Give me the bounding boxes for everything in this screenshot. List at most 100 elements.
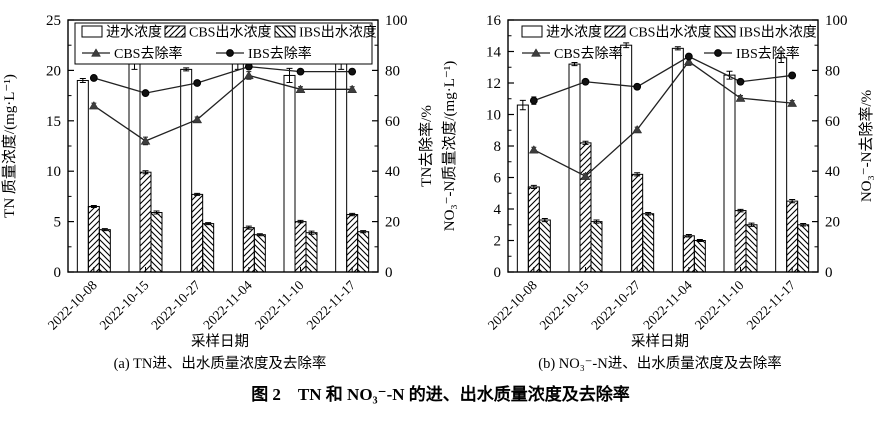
legend-label: CBS去除率 (114, 45, 182, 62)
bar (231, 62, 244, 273)
yaxis-left-title: NO₃⁻-N质量浓度/(mg·L⁻¹) (441, 61, 458, 232)
left-tick-label: 4 (494, 202, 502, 218)
bar (693, 240, 706, 273)
bar-error-bar (623, 42, 630, 49)
bar (294, 221, 307, 273)
bar-error-bar (245, 225, 252, 230)
line-series-group (528, 52, 798, 180)
triangle-marker (91, 48, 101, 57)
date-tick-label: 2022-11-10 (692, 277, 747, 332)
caption-b: (b) NO₃⁻-N进、出水质量浓度及去除率 (538, 356, 782, 372)
legend-label: CBS出水浓度 (629, 25, 711, 41)
bar (253, 234, 266, 273)
circle-marker (633, 82, 642, 91)
legend-label: IBS去除率 (248, 45, 312, 62)
triangle-marker (580, 171, 591, 180)
right-tick-label: 60 (385, 114, 400, 130)
bar-error-bar (674, 46, 681, 51)
bar (579, 142, 592, 273)
legend-label: IBS去除率 (736, 45, 800, 62)
circle-marker (788, 71, 797, 80)
legend-label: 进水浓度 (546, 25, 602, 41)
chart-b-svg: 02468101214160204060801002022-10-082022-… (441, 13, 875, 333)
bar-error-bar (194, 192, 201, 196)
right-tick-label: 60 (825, 114, 840, 130)
bar (745, 224, 758, 273)
right-tick-label: 20 (385, 215, 400, 231)
date-tick-label: 2022-10-08 (45, 277, 100, 332)
right-tick-label: 0 (385, 265, 393, 281)
bar-error-bar (789, 199, 796, 204)
bar (305, 232, 318, 273)
date-tick-label: 2022-11-04 (200, 277, 255, 332)
right-tick-label: 40 (825, 164, 840, 180)
chart-panel-b: 0 2 4 6 8 10 12 14 16 0 20 40 60 80 100 2022-10-08 2022-… (440, 2, 880, 373)
bar (786, 200, 799, 273)
bar-error-bar (685, 234, 692, 238)
bar (775, 57, 788, 273)
chart-panels: 0 5 10 15 20 25 0 20 40 60 80 100 2022-10-08 2022-10-… (0, 2, 881, 373)
removal-rate-line (533, 60, 793, 178)
date-tick-label: 2022-11-04 (640, 277, 695, 332)
left-tick-label: 16 (486, 13, 502, 29)
chart-panel-a: 0 5 10 15 20 25 0 20 40 60 80 100 2022-10-08 2022-10-… (0, 2, 440, 373)
circle-marker (296, 67, 305, 76)
bar-error-bar (308, 230, 315, 235)
legend-swatch (521, 25, 543, 38)
circle-marker (141, 89, 150, 97)
bar-error-bar (256, 233, 263, 237)
bar (734, 210, 747, 273)
right-tick-label: 80 (825, 63, 840, 79)
bar-error-bar (142, 170, 149, 175)
bar (527, 186, 540, 273)
legend-swatch (274, 25, 296, 38)
legend-label: CBS去除率 (554, 45, 622, 62)
bar-error-bar (360, 230, 367, 234)
right-tick-label: 20 (825, 215, 840, 231)
date-tick-label: 2022-11-17 (303, 277, 358, 332)
circle-marker (581, 77, 590, 86)
bar (590, 221, 603, 273)
bar-error-bar (726, 70, 733, 80)
legend-label: 进水浓度 (106, 25, 162, 41)
triangle-marker (683, 56, 694, 66)
bar (98, 229, 111, 273)
bar-error-bar (778, 52, 785, 64)
bar (150, 212, 163, 273)
legend-box (74, 22, 373, 65)
bar (202, 223, 215, 273)
line-series-group (88, 62, 358, 146)
bar-error-bar (183, 67, 190, 72)
bar (682, 235, 695, 273)
right-tick-label: 40 (385, 164, 400, 180)
bar (76, 79, 89, 273)
bar-error-bar (205, 222, 212, 226)
circle-marker (684, 52, 693, 61)
date-tick-label: 2022-11-17 (743, 277, 798, 332)
bar-error-bar (79, 77, 86, 83)
date-tick-label: 2022-10-08 (485, 277, 540, 332)
triangle-marker (531, 48, 541, 57)
circle-marker (193, 79, 202, 87)
legend-label: CBS出水浓度 (189, 25, 271, 41)
figure-title: 图 2 TN 和 NO₃⁻-N 的进、出水质量浓度及去除率 (251, 385, 630, 404)
bar (538, 219, 551, 273)
left-tick-label: 6 (494, 171, 502, 187)
bar-error-bar (582, 140, 589, 145)
triangle-marker (243, 70, 254, 80)
circle-marker (89, 74, 98, 82)
bar-error-bar (571, 62, 578, 67)
right-tick-label: 100 (385, 13, 408, 29)
date-tick-label: 2022-10-15 (96, 277, 151, 332)
bar (357, 231, 370, 273)
bar (335, 61, 348, 273)
left-tick-label: 15 (46, 114, 61, 130)
bar (180, 68, 193, 273)
xaxis-label-a: 采样日期 (191, 334, 249, 350)
bar-error-bar (645, 211, 652, 216)
triangle-marker (632, 124, 643, 134)
xaxis-label-b: 采样日期 (631, 334, 689, 350)
bar (346, 214, 359, 273)
bar (242, 227, 255, 273)
